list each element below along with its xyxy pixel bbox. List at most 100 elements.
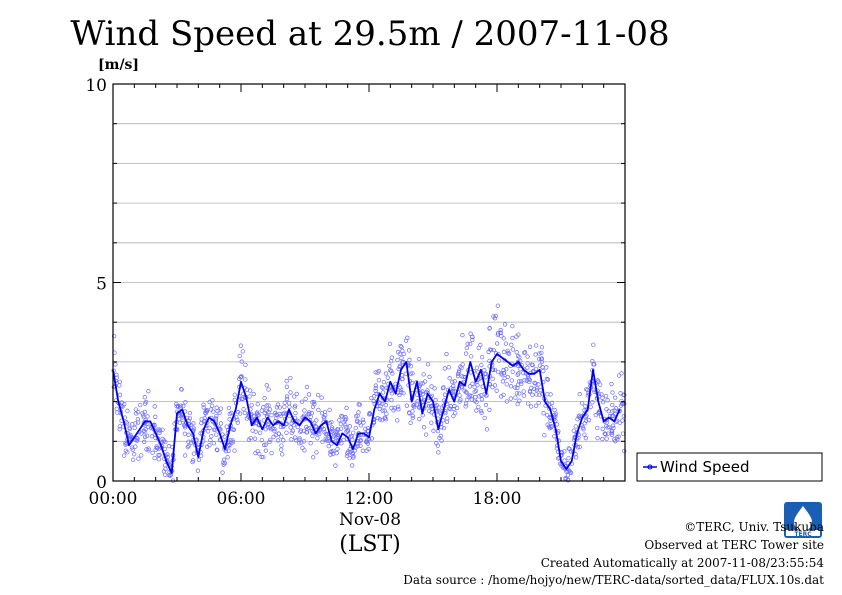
wind-point [600,426,605,432]
wind-point [213,416,219,421]
terc-logo-icon: TERC [784,502,822,538]
wind-point [351,430,356,435]
wind-point [389,355,394,360]
wind-point [534,343,539,348]
wind-point [239,374,244,379]
wind-point [325,436,330,441]
wind-point [348,449,353,454]
wind-point [213,427,218,432]
wind-point [619,398,624,404]
wind-point [517,391,522,396]
wind-point [590,400,595,405]
y-tick-label: 10 [85,76,107,96]
wind-point [306,392,312,397]
wind-point [360,448,366,453]
wind-point [516,371,521,376]
wind-point [377,400,382,405]
wind-point [284,396,290,402]
wind-point [479,410,484,415]
wind-point [401,351,407,357]
wind-point [619,402,625,407]
wind-point [133,407,139,412]
wind-point [273,410,278,416]
wind-point [431,428,436,433]
wind-point [529,362,535,367]
wind-point [117,379,122,384]
wind-point [335,434,340,439]
wind-point [218,421,224,426]
wind-point [442,366,448,371]
wind-point [299,399,305,404]
wind-point [505,350,511,356]
wind-point [603,432,608,437]
wind-point [417,416,422,422]
wind-point [142,429,147,434]
wind-point [567,470,573,475]
wind-point [324,432,330,437]
wind-point [429,420,434,425]
wind-point [125,408,130,413]
wind-point [577,392,582,397]
wind-point [505,348,510,354]
wind-point [391,408,396,413]
wind-point [389,359,394,364]
wind-point [364,439,369,444]
wind-point [474,400,479,405]
wind-point [468,331,473,336]
wind-point [351,454,356,459]
wind-point [510,347,516,352]
wind-point [381,379,387,385]
y-axis-unit: [m/s] [98,57,139,73]
wind-point [356,410,361,415]
wind-point [277,405,283,410]
wind-point [522,378,527,383]
wind-point [544,376,550,382]
wind-point [133,444,138,449]
wind-point [509,378,515,383]
wind-point [515,402,520,407]
footer-copyright: ©TERC, Univ. Tsukuba [684,520,824,534]
wind-point [584,387,589,392]
wind-point [492,316,498,321]
wind-point [450,389,455,394]
wind-point [479,397,485,402]
wind-point [605,398,610,403]
wind-point [423,432,429,437]
wind-point [495,331,501,336]
wind-point [231,427,236,432]
wind-point [395,418,400,423]
wind-point [328,452,333,457]
wind-point [210,403,215,408]
wind-point [504,382,509,387]
wind-point [267,425,273,430]
wind-point [238,343,243,348]
wind-point [288,390,293,395]
wind-point [463,404,468,409]
wind-point [288,375,293,381]
wind-point [521,393,526,398]
wind-point [429,384,434,389]
wind-point [335,446,340,452]
wind-point [230,440,235,445]
wind-point [274,405,280,410]
wind-point [408,420,413,425]
wind-point [253,429,258,434]
wind-point [303,396,308,401]
wind-point [132,452,137,457]
wind-point [255,410,260,415]
chart-title: Wind Speed at 29.5m / 2007-11-08 [70,14,669,54]
wind-point [198,453,204,458]
wind-point [163,440,168,445]
wind-point [326,444,331,449]
wind-point [582,421,587,426]
wind-point [399,344,404,349]
wind-point [536,400,541,406]
wind-point [208,438,213,443]
wind-point [215,447,220,453]
wind-point [437,405,442,410]
x-axis-label: (LST) [339,532,401,557]
wind-point [255,401,260,407]
wind-point [392,406,397,411]
wind-point [363,426,368,431]
wind-point [575,445,581,450]
